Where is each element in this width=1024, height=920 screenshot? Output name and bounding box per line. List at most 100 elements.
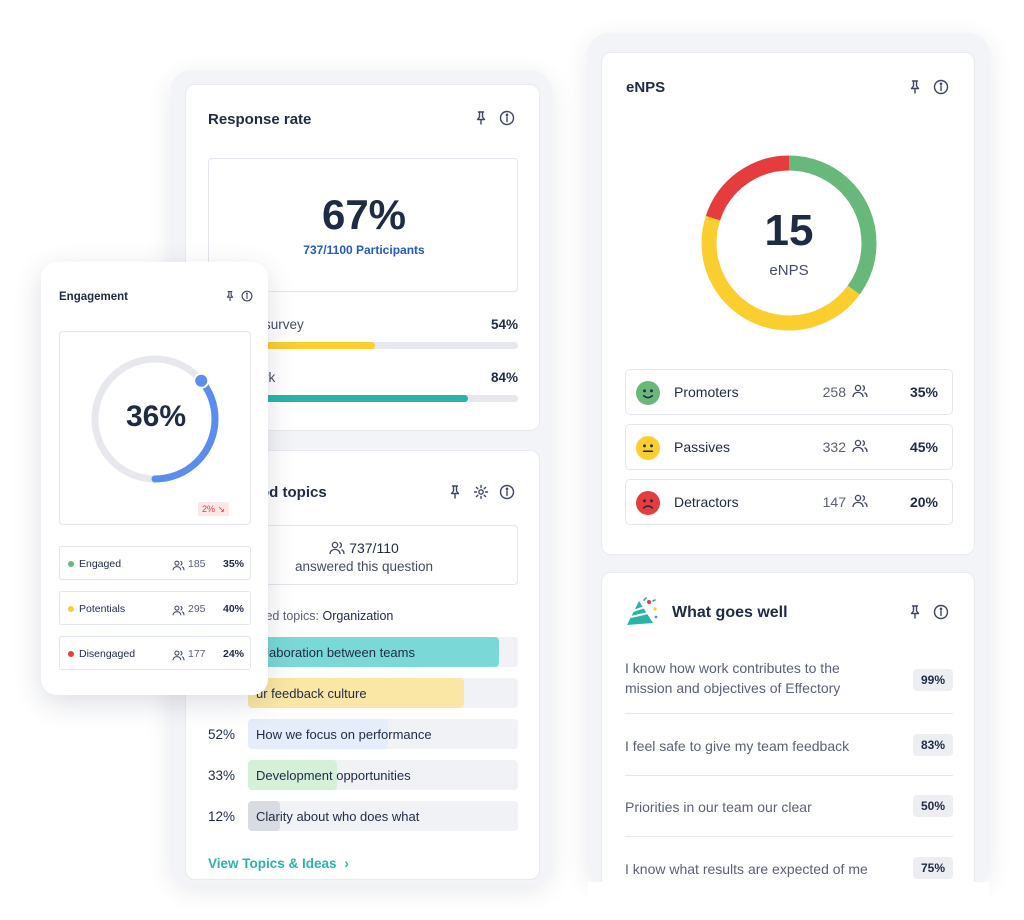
related-topics-value: Organization (322, 609, 394, 623)
info-icon[interactable] (499, 484, 515, 500)
smile-face-icon (636, 381, 660, 405)
status-dot (68, 561, 74, 567)
people-icon-wrap (172, 558, 185, 576)
people-icon (172, 605, 185, 616)
topic-percent: 33% (208, 768, 236, 783)
what-goes-well-percent: 75% (913, 857, 953, 879)
engagement-row-percent: 35% (222, 558, 244, 570)
trend-down-icon: ↘ (217, 504, 226, 514)
what-goes-well-text: I know what results are expected of me (625, 861, 868, 877)
enps-row-count: 332 (822, 439, 846, 455)
sad-face-icon (636, 491, 660, 515)
what-goes-well-percent: 83% (913, 734, 953, 756)
people-icon-wrap (852, 439, 868, 458)
people-icon (852, 494, 868, 508)
topic-bar-fill (248, 719, 389, 749)
rr-bar-fill (208, 342, 376, 349)
engagement-row-count: 185 (188, 558, 206, 570)
info-icon[interactable] (499, 110, 515, 126)
what-goes-well-percent: 99% (913, 669, 953, 691)
engagement-gauge-box: 36% 2% ↘ (59, 331, 251, 525)
topic-bar[interactable]: How we focus on performance (248, 719, 518, 749)
engagement-row-label: Potentials (79, 603, 126, 615)
rr-bar-fill (208, 395, 469, 402)
engagement-title: Engagement (59, 291, 129, 303)
people-icon-wrap (852, 494, 868, 513)
response-rate-percent: 67% (321, 191, 407, 238)
rr-row-label: survey (264, 317, 304, 332)
pin-icon[interactable] (224, 290, 236, 302)
rr-row-percent: 84% (490, 370, 518, 385)
people-icon (852, 439, 868, 453)
enps-title: eNPS (626, 79, 666, 96)
what-goes-well-percent: 50% (913, 795, 953, 817)
engagement-percent: 36% (125, 400, 187, 433)
what-goes-well-text: Priorities in our team our clear (625, 799, 812, 815)
engagement-row-percent: 40% (222, 603, 244, 615)
people-icon-wrap (172, 648, 185, 666)
rr-row-label: rk (264, 370, 276, 385)
topic-label: Development opportunities (256, 768, 411, 783)
engagement-row-label: Disengaged (79, 648, 136, 660)
pin-icon[interactable] (447, 484, 463, 500)
what-goes-well-item: I know what results are expected of me 75… (625, 837, 953, 899)
enps-row: Passives 332 45% (625, 424, 953, 470)
view-topics-label: View Topics & Ideas (208, 856, 337, 871)
answered-count: 737/110 (349, 540, 399, 556)
enps-score-label: eNPS (769, 262, 809, 279)
engagement-row-label: Engaged (79, 558, 122, 570)
engagement-arc (91, 355, 219, 483)
topic-bar[interactable]: Clarity about who does what (248, 801, 518, 831)
people-icon-wrap (172, 603, 185, 621)
topic-bar[interactable]: ur feedback culture (248, 678, 518, 708)
party-popper-icon (627, 597, 658, 625)
topic-bar[interactable]: ollaboration between teams (248, 637, 518, 667)
engagement-row: Disengaged 177 24% (59, 636, 251, 670)
engagement-row: Potentials 295 40% (59, 591, 251, 625)
what-goes-well-list: I know how work contributes to the missi… (625, 651, 953, 883)
pin-icon[interactable] (907, 604, 923, 620)
chevron-right-icon: › (344, 856, 349, 871)
enps-card: eNPS 15 eNPS Promoters 258 35% Passives 332 4… (601, 52, 975, 555)
enps-row: Promoters 258 35% (625, 369, 953, 415)
engagement-row-percent: 24% (222, 648, 244, 660)
topic-bar-fill (248, 801, 281, 831)
enps-row-label: Promoters (674, 384, 739, 400)
pin-icon[interactable] (473, 110, 489, 126)
what-goes-well-card: What goes well I know how work contribut… (601, 572, 975, 892)
engagement-row-count: 295 (188, 603, 206, 615)
topic-bar[interactable]: Development opportunities (248, 760, 518, 790)
info-icon[interactable] (933, 79, 949, 95)
view-topics-link[interactable]: View Topics & Ideas › (208, 856, 349, 871)
response-rate-box: 67% 737/1100 Participants (208, 158, 518, 292)
info-icon[interactable] (241, 290, 253, 302)
people-icon (172, 560, 185, 571)
info-icon[interactable] (933, 604, 949, 620)
neutral-face-icon (636, 436, 660, 460)
gear-icon[interactable] (473, 484, 489, 500)
what-goes-well-text: I know how work contributes to the missi… (625, 660, 841, 696)
participants-count: 737/1100 Participants (303, 243, 425, 257)
status-dot (68, 606, 74, 612)
people-icon (172, 650, 185, 661)
pin-icon[interactable] (907, 79, 923, 95)
status-dot (68, 651, 74, 657)
response-rate-title: Response rate (208, 111, 312, 128)
engagement-row: Engaged 185 35% (59, 546, 251, 580)
topic-bar-fill (248, 637, 500, 667)
topic-percent: 12% (208, 809, 236, 824)
rr-row-percent: 54% (490, 317, 518, 332)
enps-row-percent: 20% (909, 494, 938, 510)
topic-bar-fill (248, 760, 338, 790)
engagement-row-count: 177 (188, 648, 206, 660)
enps-row: Detractors 147 20% (625, 479, 953, 525)
related-topics: ted topics: Organization (262, 609, 393, 623)
enps-donut-chart (701, 155, 877, 331)
trend-value: 2% (202, 504, 216, 514)
enps-row-label: Detractors (674, 494, 739, 510)
answered-label: answered this question (294, 559, 434, 574)
topic-label: Clarity about who does what (256, 809, 420, 824)
topic-label: ollaboration between teams (256, 645, 415, 660)
what-goes-well-item: Priorities in our team our clear 50% (625, 776, 953, 837)
people-icon (852, 384, 868, 398)
